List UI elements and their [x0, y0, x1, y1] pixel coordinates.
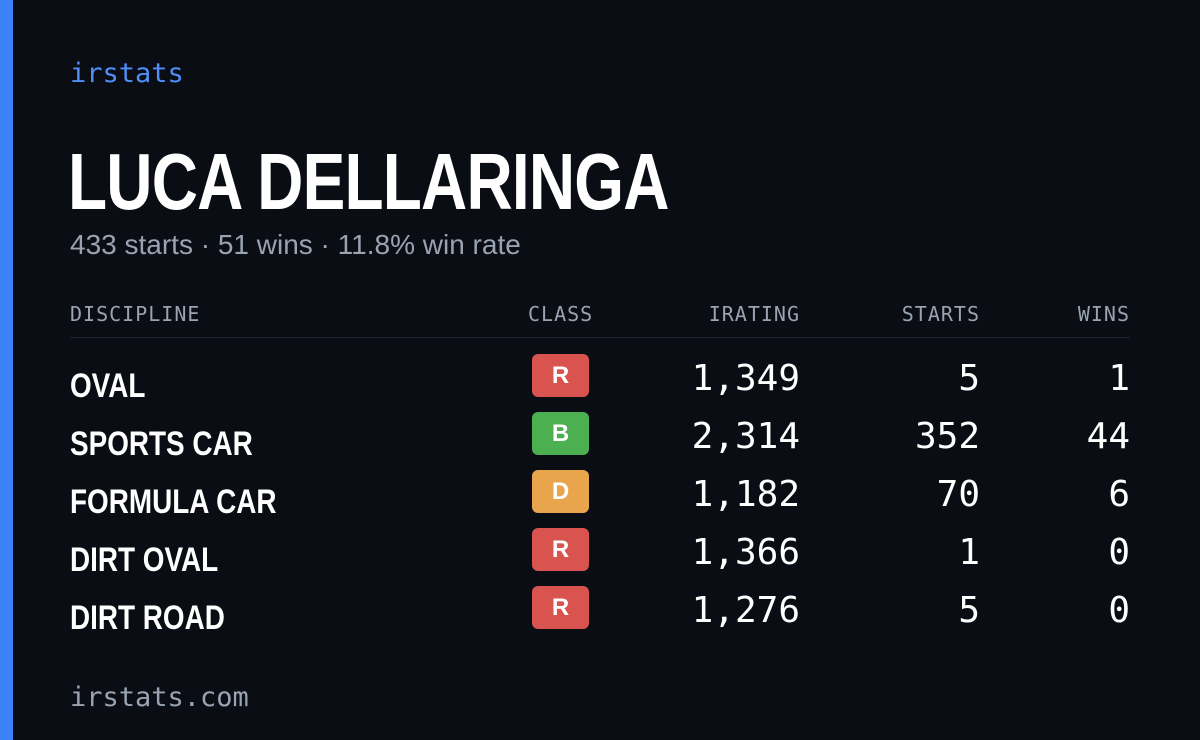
header-divider [70, 337, 1130, 338]
wins-value: 0 [1108, 590, 1130, 631]
brand-logo[interactable]: irstats [70, 58, 184, 89]
discipline-name: DIRT ROAD [70, 599, 225, 637]
player-name: LUCA DELLARINGA [68, 137, 669, 226]
header-irating: IRATING [708, 302, 800, 326]
irating-value: 1,366 [691, 532, 800, 573]
header-class: CLASS [528, 302, 594, 326]
wins-value: 44 [1086, 416, 1130, 457]
table-row: DIRT OVAL R 1,366 1 0 [0, 524, 1200, 582]
irating-value: 2,314 [691, 416, 800, 457]
class-badge: B [532, 412, 589, 455]
wins-value: 1 [1108, 358, 1130, 399]
class-badge: D [532, 470, 589, 513]
starts-value: 1 [958, 532, 980, 573]
starts-value: 5 [958, 590, 980, 631]
discipline-name: FORMULA CAR [70, 483, 277, 521]
starts-value: 70 [936, 474, 980, 515]
header-discipline: DISCIPLINE [70, 302, 201, 326]
accent-bar [0, 0, 13, 740]
header-wins: WINS [1077, 302, 1130, 326]
table-row: FORMULA CAR D 1,182 70 6 [0, 466, 1200, 524]
irating-value: 1,276 [691, 590, 800, 631]
class-badge: R [532, 354, 589, 397]
player-summary: 433 starts · 51 wins · 11.8% win rate [70, 229, 521, 260]
discipline-name: SPORTS CAR [70, 425, 253, 463]
footer-url[interactable]: irstats.com [70, 682, 249, 713]
class-badge: R [532, 586, 589, 629]
irating-value: 1,349 [691, 358, 800, 399]
table-row: OVAL R 1,349 5 1 [0, 350, 1200, 408]
class-badge: R [532, 528, 589, 571]
irating-value: 1,182 [691, 474, 800, 515]
discipline-name: DIRT OVAL [70, 541, 219, 579]
starts-value: 352 [914, 416, 980, 457]
wins-value: 0 [1108, 532, 1130, 573]
header-starts: STARTS [901, 302, 980, 326]
table-row: DIRT ROAD R 1,276 5 0 [0, 582, 1200, 640]
discipline-name: OVAL [70, 367, 146, 405]
table-row: SPORTS CAR B 2,314 352 44 [0, 408, 1200, 466]
starts-value: 5 [958, 358, 980, 399]
wins-value: 6 [1108, 474, 1130, 515]
